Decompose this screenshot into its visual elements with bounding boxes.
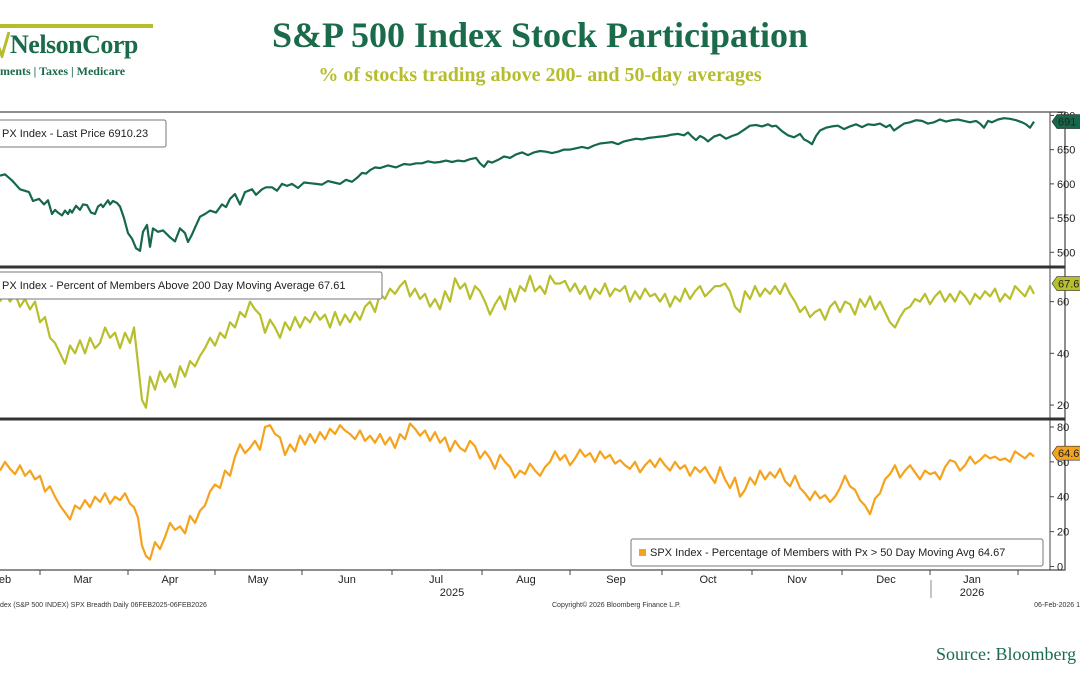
y-tick-label: 20 [1057,527,1069,539]
page-title: S&P 500 Index Stock Participation [271,15,809,55]
last-value-label: 691 [1058,117,1076,129]
y-tick-label: 80 [1057,422,1069,434]
page-subtitle: % of stocks trading above 200- and 50-da… [318,64,762,86]
legend-box [0,271,383,300]
x-tick-label: Jun [338,574,356,586]
x-tick-label: Jan [963,574,981,586]
chart-frame [0,111,1066,571]
series-line-3 [0,422,1035,561]
legend-box [0,119,167,148]
logo-accent-bar [0,24,153,28]
legend-label: PX Index - Percent of Members Above 200 … [2,280,345,292]
series-line-2 [0,274,1035,409]
y-tick-label: 60 [1057,297,1069,309]
logo-tagline: ments | Taxes | Medicare [0,64,126,78]
legend-swatch [639,549,646,556]
x-tick-label: Jul [429,574,443,586]
x-tick-label: eb [0,574,11,586]
y-tick-label: 40 [1057,348,1069,360]
last-value-tag-shape [1051,114,1080,129]
y-tick-label: 600 [1057,179,1075,191]
x-tick-label: May [248,574,269,586]
y-tick-label: 550 [1057,213,1075,225]
last-value-tag: 67.6 [1051,276,1080,291]
legend-label: PX Index - Last Price 6910.23 [2,128,148,140]
last-value-tag-shape [1051,276,1080,291]
x-tick-label: Mar [74,574,93,586]
legend-box [630,538,1044,567]
y-tick-label: 0 [1057,562,1063,574]
y-tick-label: 20 [1057,400,1069,412]
x-tick-label: Dec [876,574,896,586]
x-tick-label: Sep [606,574,626,586]
x-tick-label: Nov [787,574,807,586]
y-tick-label: 40 [1057,492,1069,504]
series-line-1 [0,117,1035,252]
year-label: 2025 [440,587,464,599]
x-tick-label: Aug [516,574,536,586]
x-tick-label: Apr [161,574,178,586]
last-value-tag-shape [1051,445,1080,461]
footer-left: dex (S&P 500 INDEX) SPX Breadth Daily 06… [0,602,207,609]
last-value-label: 64.6 [1058,448,1079,460]
last-value-label: 67.6 [1058,279,1079,291]
source-note: Source: Bloomberg [936,644,1077,664]
footer-right: 06-Feb-2026 1 [1034,602,1080,609]
legend-label: SPX Index - Percentage of Members with P… [650,547,1005,559]
x-tick-label: Oct [699,574,716,586]
legend: SPX Index - Percentage of Members with P… [630,538,1044,567]
logo-check-icon [0,31,10,58]
last-value-tag: 64.6 [1051,445,1080,461]
y-tick-label: 500 [1057,247,1075,259]
y-tick-label: 650 [1057,145,1075,157]
legend: PX Index - Percent of Members Above 200 … [0,271,383,300]
footer-copyright: Copyright© 2026 Bloomberg Finance L.P. [552,601,681,609]
legend: PX Index - Last Price 6910.23 [0,119,167,148]
last-value-tag: 691 [1051,114,1080,129]
logo-name: NelsonCorp [10,30,138,59]
year-label: 2026 [960,587,984,599]
